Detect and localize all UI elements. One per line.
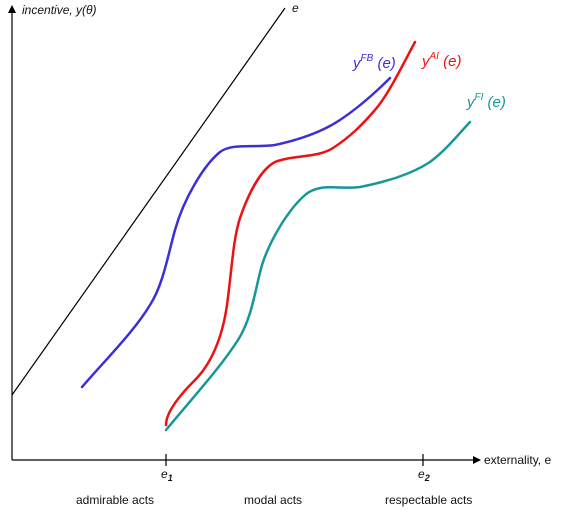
reference-line-label: e — [292, 1, 299, 15]
tick-label-e1: e1 — [161, 467, 173, 483]
curve-y-fb — [80, 76, 392, 389]
curve-y-ai — [164, 40, 417, 427]
region-label-modal: modal acts — [244, 493, 302, 507]
x-axis-label: externality, e — [484, 453, 551, 467]
curve-label-y-fi: yFI (e) — [466, 92, 506, 111]
curve-label-y-ai: yAI (e) — [421, 51, 461, 70]
curve-y-fi — [164, 120, 472, 432]
region-label-admirable: admirable acts — [76, 493, 154, 507]
tick-label-e2: e2 — [418, 467, 430, 483]
region-label-respectable: respectable acts — [385, 493, 472, 507]
reference-line-e — [11, 7, 286, 396]
curve-label-y-fb: yFB (e) — [352, 53, 396, 72]
y-axis-label: incentive, y(θ) — [22, 3, 97, 17]
